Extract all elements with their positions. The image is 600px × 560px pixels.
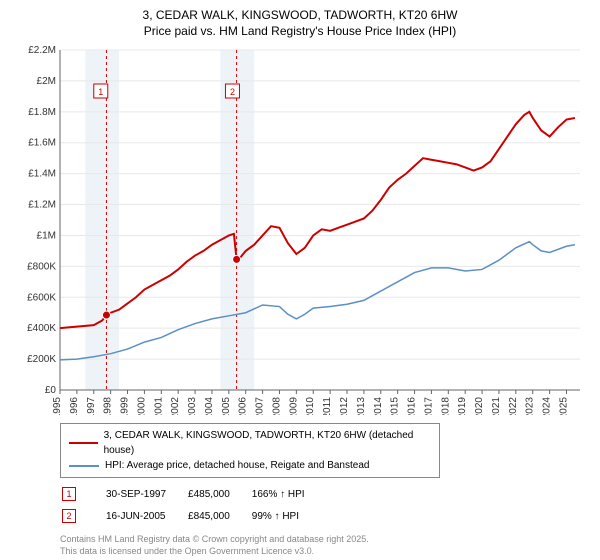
svg-text:2003: 2003 bbox=[187, 397, 198, 415]
svg-text:2016: 2016 bbox=[407, 397, 418, 415]
svg-text:£1.8M: £1.8M bbox=[28, 107, 56, 118]
svg-text:2019: 2019 bbox=[457, 397, 468, 415]
svg-text:£1.4M: £1.4M bbox=[28, 169, 56, 180]
svg-text:2023: 2023 bbox=[525, 397, 536, 415]
svg-text:2006: 2006 bbox=[238, 397, 249, 415]
svg-text:£0: £0 bbox=[45, 385, 57, 396]
svg-text:2008: 2008 bbox=[271, 397, 282, 415]
svg-text:2011: 2011 bbox=[322, 397, 333, 415]
svg-text:2010: 2010 bbox=[305, 397, 316, 415]
chart-svg: £0 £200K £400K £600K £800K £1M £1.2M £1.4M £1.6M… bbox=[20, 45, 590, 415]
svg-text:2024: 2024 bbox=[542, 397, 553, 415]
legend-box: 3, CEDAR WALK, KINGSWOOD, TADWORTH, KT20… bbox=[60, 423, 440, 478]
svg-text:2: 2 bbox=[230, 87, 235, 97]
legend-swatch-2 bbox=[69, 465, 99, 467]
svg-text:2015: 2015 bbox=[390, 397, 401, 415]
legend-label-2: HPI: Average price, detached house, Reig… bbox=[105, 458, 369, 473]
svg-text:£1.2M: £1.2M bbox=[28, 200, 56, 211]
svg-text:1997: 1997 bbox=[86, 397, 97, 415]
svg-text:2021: 2021 bbox=[491, 397, 502, 415]
marker-num: 2 bbox=[62, 506, 104, 526]
svg-text:2013: 2013 bbox=[356, 397, 367, 415]
svg-text:2009: 2009 bbox=[288, 397, 299, 415]
svg-text:£200K: £200K bbox=[27, 354, 56, 365]
title-line2: Price paid vs. HM Land Registry's House … bbox=[10, 24, 590, 40]
svg-text:1999: 1999 bbox=[120, 397, 131, 415]
legend-label-1: 3, CEDAR WALK, KINGSWOOD, TADWORTH, KT20… bbox=[104, 428, 431, 458]
svg-text:2017: 2017 bbox=[423, 397, 434, 415]
attribution-line2: This data is licensed under the Open Gov… bbox=[60, 546, 590, 558]
marker-change: 166% ↑ HPI bbox=[252, 484, 325, 504]
legend-row-1: 3, CEDAR WALK, KINGSWOOD, TADWORTH, KT20… bbox=[69, 428, 431, 458]
svg-text:2014: 2014 bbox=[373, 397, 384, 415]
svg-text:2005: 2005 bbox=[221, 397, 232, 415]
svg-text:2012: 2012 bbox=[339, 397, 350, 415]
marker-row: 130-SEP-1997£485,000166% ↑ HPI bbox=[62, 484, 325, 504]
markers-table: 130-SEP-1997£485,000166% ↑ HPI216-JUN-20… bbox=[60, 482, 327, 528]
svg-text:1995: 1995 bbox=[52, 397, 63, 415]
title-line1: 3, CEDAR WALK, KINGSWOOD, TADWORTH, KT20… bbox=[10, 8, 590, 24]
marker-change: 99% ↑ HPI bbox=[252, 506, 325, 526]
svg-text:2020: 2020 bbox=[474, 397, 485, 415]
attribution-line1: Contains HM Land Registry data © Crown c… bbox=[60, 534, 590, 546]
svg-text:2000: 2000 bbox=[136, 397, 147, 415]
svg-text:2022: 2022 bbox=[508, 397, 519, 415]
svg-text:2018: 2018 bbox=[440, 397, 451, 415]
svg-text:2001: 2001 bbox=[153, 397, 164, 415]
marker-price: £845,000 bbox=[188, 506, 250, 526]
marker-num: 1 bbox=[62, 484, 104, 504]
chart-title: 3, CEDAR WALK, KINGSWOOD, TADWORTH, KT20… bbox=[10, 8, 590, 39]
attribution: Contains HM Land Registry data © Crown c… bbox=[60, 534, 590, 557]
svg-text:£600K: £600K bbox=[27, 292, 56, 303]
chart-area: £0 £200K £400K £600K £800K £1M £1.2M £1.4M £1.6M… bbox=[20, 45, 590, 415]
svg-text:2025: 2025 bbox=[558, 397, 569, 415]
svg-text:£1.6M: £1.6M bbox=[28, 138, 56, 149]
svg-text:1998: 1998 bbox=[103, 397, 114, 415]
svg-text:2002: 2002 bbox=[170, 397, 181, 415]
svg-text:£800K: £800K bbox=[27, 262, 56, 273]
legend-swatch-1 bbox=[69, 442, 98, 444]
svg-text:£1M: £1M bbox=[37, 231, 56, 242]
legend-row-2: HPI: Average price, detached house, Reig… bbox=[69, 458, 431, 473]
marker-price: £485,000 bbox=[188, 484, 250, 504]
marker-date: 16-JUN-2005 bbox=[106, 506, 186, 526]
svg-text:£2M: £2M bbox=[37, 76, 56, 87]
svg-text:£2.2M: £2.2M bbox=[28, 45, 56, 56]
marker-row: 216-JUN-2005£845,00099% ↑ HPI bbox=[62, 506, 325, 526]
marker-date: 30-SEP-1997 bbox=[106, 484, 186, 504]
svg-text:£400K: £400K bbox=[27, 323, 56, 334]
svg-text:1: 1 bbox=[98, 87, 103, 97]
svg-text:2007: 2007 bbox=[255, 397, 266, 415]
svg-text:1996: 1996 bbox=[69, 397, 80, 415]
svg-text:2004: 2004 bbox=[204, 397, 215, 415]
